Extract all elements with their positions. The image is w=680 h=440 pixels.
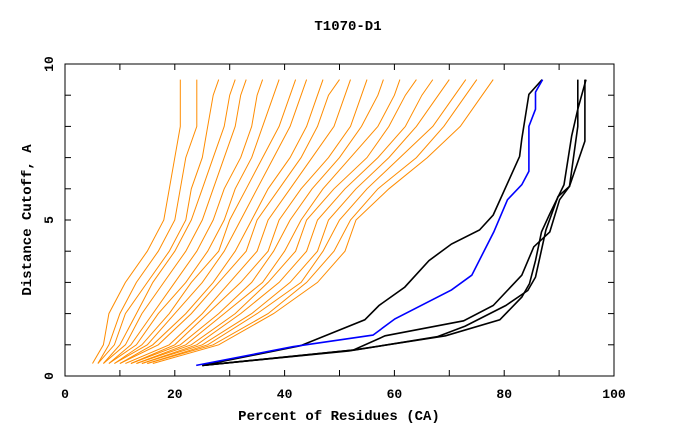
orange-model-line-19 (147, 79, 478, 364)
black-model-line-1 (202, 79, 579, 367)
black-model-line-2 (202, 79, 587, 367)
black-model-line-3 (202, 79, 586, 367)
chart-title: T1070-D1 (314, 19, 381, 35)
orange-model-line-2 (97, 79, 220, 364)
x-tick-label: 80 (496, 387, 512, 402)
orange-model-line-1 (97, 79, 198, 364)
x-tick-label: 100 (602, 387, 626, 402)
y-tick-label: 10 (42, 56, 57, 72)
series-layer (92, 79, 587, 367)
orange-model-line-4 (103, 79, 247, 364)
x-tick-label: 40 (277, 387, 293, 402)
orange-model-line-7 (114, 79, 297, 364)
orange-model-line-18 (147, 79, 467, 364)
y-tick-label: 5 (42, 216, 57, 224)
orange-model-line-9 (119, 79, 324, 364)
orange-model-line-16 (141, 79, 434, 364)
orange-model-line-0 (92, 79, 181, 364)
orange-model-line-11 (125, 79, 351, 364)
x-tick-label: 20 (167, 387, 183, 402)
orange-model-line-10 (119, 79, 340, 364)
orange-model-line-8 (114, 79, 308, 364)
axis-ticks: 0 20 40 60 80 100 0 5 10 (42, 56, 626, 402)
black-model-line-0 (202, 79, 543, 367)
orange-model-line-17 (141, 79, 450, 364)
x-tick-label: 0 (61, 387, 69, 402)
orange-model-line-13 (130, 79, 384, 364)
orange-model-line-14 (136, 79, 401, 364)
x-tick-label: 60 (387, 387, 403, 402)
orange-model-line-6 (108, 79, 280, 364)
orange-model-line-3 (103, 79, 236, 364)
orange-model-line-5 (108, 79, 264, 364)
blue-model-line (196, 79, 544, 367)
orange-model-line-15 (136, 79, 417, 364)
x-axis-label: Percent of Residues (CA) (238, 409, 440, 425)
y-tick-label: 0 (42, 372, 57, 380)
orange-model-line-12 (130, 79, 368, 364)
y-axis-label: Distance Cutoff, A (20, 144, 36, 296)
orange-model-line-20 (152, 79, 494, 364)
